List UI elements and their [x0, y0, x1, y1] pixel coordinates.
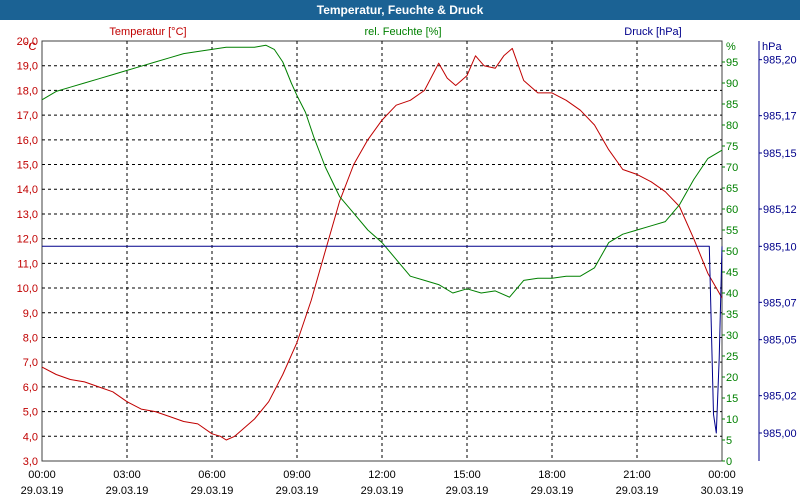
hum-tick-label: 20: [726, 372, 738, 384]
grid: [42, 41, 722, 461]
temp-tick-label: 20,0: [17, 36, 38, 48]
temp-axis-title: Temperatur [°C]: [109, 26, 186, 38]
press-tick-label: 985,02: [763, 391, 797, 403]
temp-tick-label: 5,0: [23, 407, 38, 419]
hum-axis-title: rel. Feuchte [%]: [364, 26, 441, 38]
x-tick-date: 29.03.19: [531, 485, 574, 497]
x-tick-date: 29.03.19: [276, 485, 319, 497]
press-tick-label: 985,00: [763, 428, 797, 440]
hum-tick-label: 35: [726, 309, 738, 321]
x-tick-time: 00:00: [708, 469, 736, 481]
x-tick-time: 15:00: [453, 469, 481, 481]
x-tick-date: 29.03.19: [446, 485, 489, 497]
temp-tick-label: 14,0: [17, 184, 38, 196]
temp-tick-label: 17,0: [17, 110, 38, 122]
temp-unit-label: °C: [24, 41, 36, 53]
hum-tick-label: 30: [726, 330, 738, 342]
window-title: Temperatur, Feuchte & Druck: [0, 0, 800, 20]
x-tick-time: 12:00: [368, 469, 396, 481]
hum-tick-label: 60: [726, 204, 738, 216]
temp-tick-label: 3,0: [23, 456, 38, 468]
hum-tick-label: 55: [726, 225, 738, 237]
hum-tick-label: 65: [726, 183, 738, 195]
hum-tick-label: 85: [726, 99, 738, 111]
hum-tick-label: 90: [726, 78, 738, 90]
x-tick-time: 00:00: [28, 469, 56, 481]
x-tick-date: 29.03.19: [21, 485, 64, 497]
chart-svg: 00:00 29.03.19 03:00 29.03.19 06:00 29.03.19 0…: [17, 26, 797, 497]
hum-tick-label: 80: [726, 120, 738, 132]
axes-layer: 00:00 29.03.19 03:00 29.03.19 06:00 29.03.19 0…: [17, 36, 797, 497]
hum-tick-label: 40: [726, 288, 738, 300]
hum-tick-label: 15: [726, 393, 738, 405]
temp-tick-label: 19,0: [17, 61, 38, 73]
hum-tick-label: 0: [726, 456, 732, 468]
press-axis-title: Druck [hPa]: [624, 26, 681, 38]
temp-tick-label: 15,0: [17, 160, 38, 172]
hum-tick-label: 70: [726, 162, 738, 174]
temp-tick-label: 12,0: [17, 234, 38, 246]
x-tick-date: 29.03.19: [361, 485, 404, 497]
temp-tick-label: 16,0: [17, 135, 38, 147]
press-tick-label: 985,17: [763, 111, 797, 123]
temp-tick-label: 10,0: [17, 283, 38, 295]
x-tick-date: 29.03.19: [616, 485, 659, 497]
temp-tick-label: 4,0: [23, 431, 38, 443]
temp-tick-label: 8,0: [23, 332, 38, 344]
x-tick-time: 06:00: [198, 469, 226, 481]
temp-tick-label: 18,0: [17, 85, 38, 97]
press-unit-label: hPa: [762, 41, 782, 53]
press-tick-label: 985,07: [763, 297, 797, 309]
temp-tick-label: 7,0: [23, 357, 38, 369]
hum-tick-label: 45: [726, 267, 738, 279]
series-line-press: [42, 245, 723, 434]
press-tick-label: 985,05: [763, 335, 797, 347]
temp-tick-label: 13,0: [17, 209, 38, 221]
x-tick-date: 29.03.19: [106, 485, 149, 497]
hum-tick-label: 5: [726, 435, 732, 447]
hum-tick-label: 75: [726, 141, 738, 153]
press-tick-label: 985,10: [763, 241, 797, 253]
x-tick-time: 21:00: [623, 469, 651, 481]
x-tick-time: 03:00: [113, 469, 141, 481]
press-tick-label: 985,20: [763, 55, 797, 67]
temp-tick-label: 6,0: [23, 382, 38, 394]
temp-tick-label: 9,0: [23, 308, 38, 320]
x-tick-date: 30.03.19: [701, 485, 744, 497]
hum-unit-label: %: [726, 41, 736, 53]
temp-tick-label: 11,0: [17, 258, 38, 270]
series-line-hum: [41, 44, 723, 298]
x-tick-date: 29.03.19: [191, 485, 234, 497]
series-layer: [41, 44, 723, 441]
x-tick-time: 09:00: [283, 469, 311, 481]
hum-tick-label: 95: [726, 57, 738, 69]
hum-tick-label: 10: [726, 414, 738, 426]
press-tick-label: 985,12: [763, 204, 797, 216]
x-tick-time: 18:00: [538, 469, 566, 481]
hum-tick-label: 50: [726, 246, 738, 258]
press-tick-label: 985,15: [763, 148, 797, 160]
hum-tick-label: 25: [726, 351, 738, 363]
series-line-temp: [41, 47, 723, 441]
